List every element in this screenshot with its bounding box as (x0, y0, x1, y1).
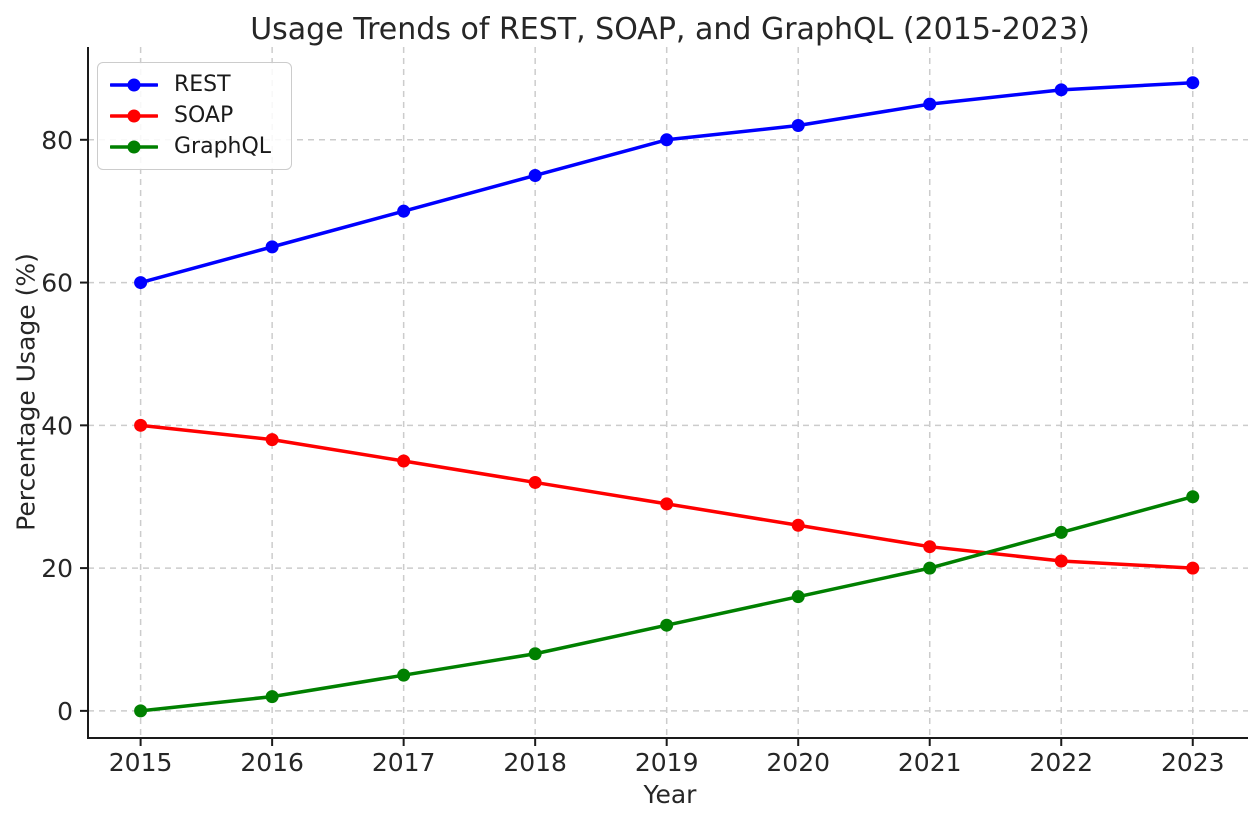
data-point-graphql-2015 (134, 704, 148, 718)
data-point-rest-2022 (1054, 83, 1068, 97)
data-point-soap-2016 (265, 433, 279, 447)
legend-line-marker-soap (110, 109, 158, 123)
legend-line-marker-rest (110, 78, 158, 92)
data-point-rest-2019 (660, 133, 674, 147)
legend-item-rest: REST (110, 71, 271, 99)
y-tick-label: 0 (57, 697, 73, 726)
chart-title: Usage Trends of REST, SOAP, and GraphQL … (250, 12, 1090, 47)
data-point-rest-2018 (528, 168, 542, 182)
y-tick-label: 40 (41, 411, 73, 440)
y-tick-label: 80 (41, 126, 73, 155)
x-tick-label: 2021 (898, 748, 962, 777)
data-point-soap-2020 (791, 518, 805, 532)
data-point-soap-2021 (923, 540, 937, 554)
y-tick-label: 60 (41, 269, 73, 298)
y-tick-label: 20 (41, 554, 73, 583)
x-axis-label: Year (643, 780, 697, 809)
x-tick-label: 2016 (240, 748, 304, 777)
data-point-soap-2017 (397, 454, 411, 468)
x-tick-label: 2023 (1161, 748, 1225, 777)
data-point-graphql-2022 (1054, 525, 1068, 539)
data-point-soap-2018 (528, 475, 542, 489)
x-tick-label: 2017 (372, 748, 436, 777)
data-point-graphql-2017 (397, 668, 411, 682)
data-point-soap-2022 (1054, 554, 1068, 568)
data-point-soap-2023 (1186, 561, 1200, 575)
legend-label: SOAP (174, 103, 234, 128)
data-point-rest-2020 (791, 119, 805, 133)
data-point-rest-2017 (397, 204, 411, 218)
data-point-graphql-2023 (1186, 490, 1200, 504)
legend-line-marker-graphql (110, 140, 158, 154)
data-point-rest-2015 (134, 276, 148, 290)
legend-label: GraphQL (174, 134, 272, 159)
legend: REST SOAP GraphQL (97, 62, 293, 170)
data-point-rest-2021 (923, 97, 937, 111)
data-point-rest-2023 (1186, 76, 1200, 90)
data-point-soap-2015 (134, 418, 148, 432)
data-point-graphql-2021 (923, 561, 937, 575)
x-tick-label: 2022 (1029, 748, 1093, 777)
legend-label: REST (174, 72, 231, 97)
data-point-graphql-2018 (528, 647, 542, 661)
data-point-graphql-2020 (791, 590, 805, 604)
data-point-graphql-2016 (265, 690, 279, 704)
x-tick-label: 2015 (109, 748, 173, 777)
data-point-soap-2019 (660, 497, 674, 511)
y-axis-label: Percentage Usage (%) (11, 253, 41, 531)
x-tick-label: 2018 (503, 748, 567, 777)
legend-item-soap: SOAP (110, 102, 271, 130)
data-point-rest-2016 (265, 240, 279, 254)
x-tick-label: 2020 (766, 748, 830, 777)
data-point-graphql-2019 (660, 618, 674, 632)
x-tick-label: 2019 (635, 748, 699, 777)
legend-item-graphql: GraphQL (110, 133, 271, 161)
